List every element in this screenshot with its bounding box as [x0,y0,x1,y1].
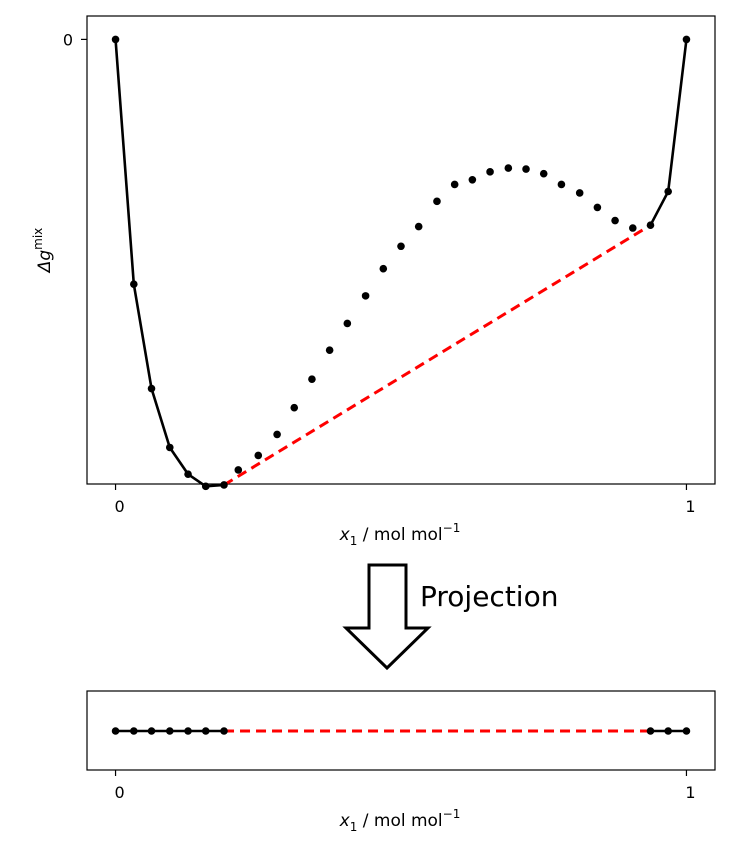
unstable-point [414,222,423,231]
unstable-point [504,164,513,172]
x-tick-label: 1 [685,783,695,802]
projection-plot-frame [86,690,716,771]
projected-point [220,727,228,735]
x-tick-label: 1 [685,497,695,516]
stable-branch-line [114,39,225,488]
stable-point [130,280,138,288]
unstable-point [593,203,602,212]
stable-point [682,35,691,44]
unstable-point [325,346,334,354]
unstable-point [361,292,370,300]
unstable-point [397,242,405,251]
unstable-point [379,264,388,273]
projection-arrow-icon [342,563,432,671]
projected-point [682,727,691,735]
unstable-point [273,430,281,439]
unstable-point [234,466,243,474]
unstable-point [575,189,584,197]
unstable-point [254,451,263,460]
x-tick-label: 0 [114,497,124,516]
projected-point [130,727,138,735]
common-tangent-line [223,223,652,487]
unstable-point [628,224,637,232]
projection-x-axis-label: x1 / mol mol−1 [339,807,461,834]
stable-point [664,187,672,196]
main-plot-frame [86,15,716,485]
unstable-point [308,375,316,383]
stable-point [184,470,192,478]
projected-point [646,727,655,735]
projected-point [184,727,192,735]
projected-point [664,727,672,735]
stable-branch-line [649,39,688,226]
projection-label: Projection [420,580,559,613]
y-tick-label: 0 [63,30,73,49]
stable-point [165,443,174,452]
stable-point [147,384,156,393]
unstable-point [522,165,530,173]
main-y-axis-label: Δgmix [31,228,55,275]
projection-marks [111,727,691,735]
unstable-point [290,403,299,412]
projected-point [201,727,210,735]
unstable-point [486,168,494,176]
unstable-point [557,180,566,189]
stable-point [646,221,655,229]
stable-point [111,35,120,44]
unstable-point [343,319,352,328]
main-marks [111,35,691,491]
unstable-point [611,216,619,225]
main-x-axis-label: x1 / mol mol−1 [339,521,461,548]
stable-point [220,481,228,489]
projected-point [165,727,174,735]
unstable-point [468,176,477,184]
projected-point [111,727,120,735]
projected-point [147,727,156,735]
stable-point [201,482,210,491]
unstable-point [450,180,459,189]
main-axes: 0 1 0 [63,30,696,516]
x-tick-label: 0 [114,783,124,802]
unstable-point [539,169,548,178]
main-plot: 0 1 0 x1 / mol mol−1 Δgmix [31,15,716,548]
unstable-point [433,197,441,206]
